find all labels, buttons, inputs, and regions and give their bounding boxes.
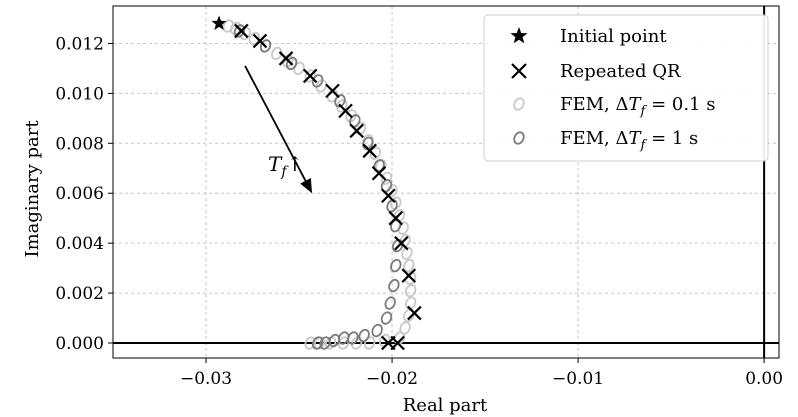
legend-marker-0 bbox=[510, 27, 528, 44]
y-tick-label: 0.000 bbox=[55, 334, 104, 354]
qr-marker bbox=[234, 23, 249, 39]
fem-marker bbox=[391, 238, 404, 253]
qr-marker bbox=[388, 210, 404, 226]
fem-marker bbox=[371, 323, 383, 338]
legend-box: Initial point Repeated QR FEM, ΔTf = 0.1 s… bbox=[483, 14, 769, 162]
legend-marker-3 bbox=[513, 131, 525, 145]
series-3 bbox=[233, 24, 404, 350]
legend: Initial point Repeated QR FEM, ΔTf = 0.1 s… bbox=[483, 14, 769, 162]
x-tick-label: −0.03 bbox=[180, 369, 232, 389]
qr-marker bbox=[401, 268, 417, 283]
qr-marker bbox=[349, 123, 364, 139]
fem-marker bbox=[390, 196, 402, 210]
fem-marker bbox=[345, 109, 357, 123]
trend-arrow-shaft bbox=[244, 65, 307, 182]
qr-marker bbox=[381, 188, 396, 204]
qr-marker bbox=[325, 83, 340, 99]
fem-marker bbox=[337, 331, 350, 345]
legend-label-1: Repeated QR bbox=[560, 61, 681, 82]
initial-point-marker bbox=[211, 15, 227, 30]
trend-annotation: Tf↑ bbox=[244, 65, 313, 194]
axes: −0.03 −0.02 −0.01 0.00 0.000 0.002 0.004 0.006 0… bbox=[55, 5, 783, 389]
fem-marker bbox=[390, 258, 402, 273]
data-series bbox=[211, 15, 422, 351]
y-tick-label: 0.008 bbox=[55, 134, 104, 154]
fem-marker bbox=[399, 321, 411, 335]
fem-marker bbox=[311, 74, 324, 88]
qr-marker bbox=[338, 103, 353, 119]
fem-marker bbox=[222, 19, 235, 33]
series-1 bbox=[234, 23, 422, 351]
y-tick-label: 0.002 bbox=[55, 284, 104, 304]
y-tick-label: 0.006 bbox=[55, 184, 104, 204]
legend-label-0: Initial point bbox=[560, 26, 667, 47]
legend-label-2: FEM, ΔTf = 0.1 s bbox=[560, 94, 715, 119]
fem-marker bbox=[304, 336, 316, 350]
plot-frame bbox=[112, 5, 780, 359]
qr-marker bbox=[278, 51, 294, 66]
x-tick-label: −0.02 bbox=[366, 369, 418, 389]
qr-marker bbox=[390, 335, 405, 351]
legend-frame bbox=[483, 14, 769, 162]
fem-marker bbox=[403, 258, 415, 273]
trend-arrow-head bbox=[300, 178, 313, 194]
series-2 bbox=[222, 19, 417, 350]
qr-marker bbox=[252, 33, 268, 49]
fem-marker bbox=[388, 278, 400, 293]
x-tick-label: −0.01 bbox=[552, 369, 604, 389]
fem-marker bbox=[259, 39, 272, 53]
fem-marker bbox=[285, 56, 298, 71]
legend-label-3: FEM, ΔTf = 1 s bbox=[560, 128, 698, 153]
fem-marker bbox=[386, 199, 398, 213]
fem-marker bbox=[334, 94, 346, 108]
y-tick-label: 0.010 bbox=[55, 84, 104, 104]
y-tick-label: 0.004 bbox=[55, 234, 104, 254]
x-axis-label: Real part bbox=[403, 395, 488, 416]
qr-marker bbox=[407, 305, 422, 321]
fem-marker bbox=[311, 336, 324, 350]
fem-marker bbox=[324, 336, 337, 350]
fem-marker bbox=[404, 296, 417, 310]
series-0 bbox=[211, 15, 227, 30]
trend-label: Tf↑ bbox=[268, 152, 303, 180]
y-axis-label: Imaginary part bbox=[22, 120, 43, 258]
legend-marker-1 bbox=[511, 63, 527, 79]
fem-marker bbox=[397, 221, 409, 235]
fem-marker bbox=[319, 336, 331, 350]
fem-marker bbox=[404, 283, 417, 298]
fem-marker bbox=[393, 209, 406, 223]
qr-marker bbox=[394, 235, 409, 251]
fem-marker bbox=[328, 333, 341, 348]
fem-marker bbox=[401, 246, 413, 260]
qr-marker bbox=[371, 165, 387, 181]
fem-marker bbox=[362, 136, 374, 150]
x-tick-label: 0.00 bbox=[745, 369, 783, 389]
qr-marker bbox=[362, 143, 378, 159]
fem-marker bbox=[271, 46, 283, 61]
qr-marker bbox=[302, 68, 318, 84]
fem-marker bbox=[315, 79, 328, 93]
fem-marker bbox=[384, 296, 396, 310]
fem-marker bbox=[358, 328, 370, 343]
legend-marker-2 bbox=[513, 97, 525, 111]
y-tick-label: 0.012 bbox=[55, 34, 104, 54]
fem-marker bbox=[380, 311, 393, 325]
